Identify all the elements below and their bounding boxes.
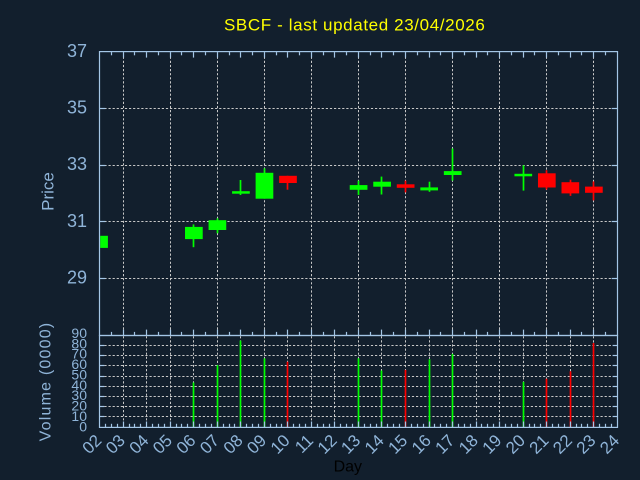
svg-text:90: 90 — [71, 325, 87, 341]
svg-text:SBCF - last updated 23/04/2026: SBCF - last updated 23/04/2026 — [224, 15, 485, 34]
svg-text:0: 0 — [79, 418, 87, 434]
svg-text:31: 31 — [67, 211, 87, 231]
svg-text:10: 10 — [71, 408, 87, 424]
svg-text:40: 40 — [71, 377, 87, 393]
svg-text:50: 50 — [71, 366, 87, 382]
svg-text:Day: Day — [334, 459, 362, 476]
svg-text:33: 33 — [67, 154, 87, 174]
svg-text:60: 60 — [71, 356, 87, 372]
svg-text:29: 29 — [67, 268, 87, 288]
svg-text:37: 37 — [67, 41, 87, 61]
svg-text:Price: Price — [39, 172, 58, 211]
svg-text:30: 30 — [71, 387, 87, 403]
svg-text:Volume (0000): Volume (0000) — [38, 322, 55, 442]
svg-text:70: 70 — [71, 346, 87, 362]
svg-text:20: 20 — [71, 398, 87, 414]
svg-text:35: 35 — [67, 98, 87, 118]
svg-text:80: 80 — [71, 335, 87, 351]
